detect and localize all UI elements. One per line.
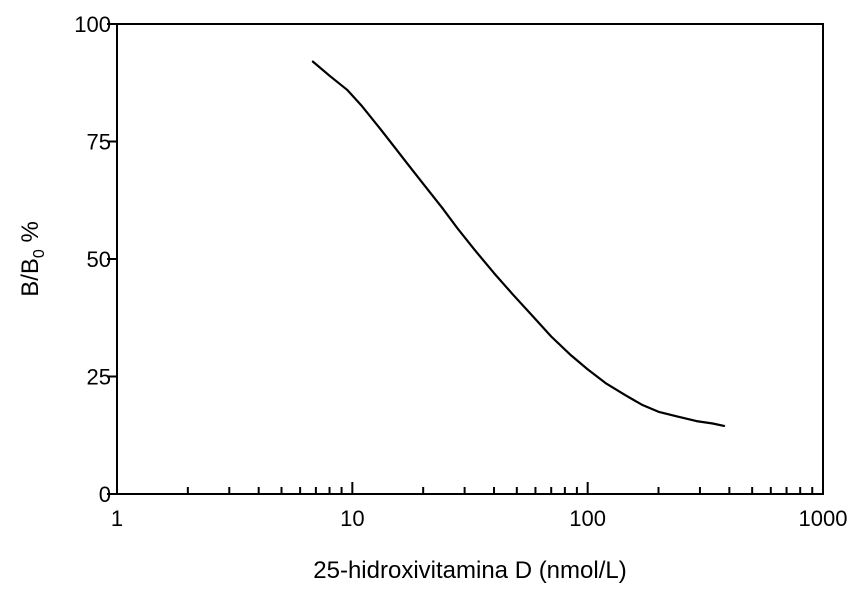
x-tick-label: 1000: [799, 506, 848, 531]
x-tick-label: 10: [340, 506, 364, 531]
y-axis-title-suffix: %: [17, 221, 44, 249]
y-tick-label: 100: [74, 12, 111, 37]
x-ticks: [116, 482, 824, 494]
plot-series: [311, 60, 726, 427]
y-tick-label: 0: [99, 482, 111, 507]
y-axis-title-base: B/B: [17, 258, 44, 297]
y-tick-labels: 0 25 50 75 100: [74, 12, 111, 507]
y-axis-title-subscript: 0: [31, 249, 48, 258]
x-tick-label: 100: [569, 506, 606, 531]
x-tick-labels: 1 10 100 1000: [111, 506, 848, 531]
y-ticks: [107, 23, 117, 495]
x-axis-title: 25-hidroxivitamina D (nmol/L): [313, 557, 626, 584]
y-tick-label: 25: [87, 365, 111, 390]
plot-frame: [116, 23, 824, 495]
x-tick-label: 1: [111, 506, 123, 531]
y-tick-label: 75: [87, 130, 111, 155]
y-axis-title: B/B0 %: [17, 221, 48, 297]
series-line: [311, 60, 726, 427]
y-tick-label: 50: [87, 247, 111, 272]
